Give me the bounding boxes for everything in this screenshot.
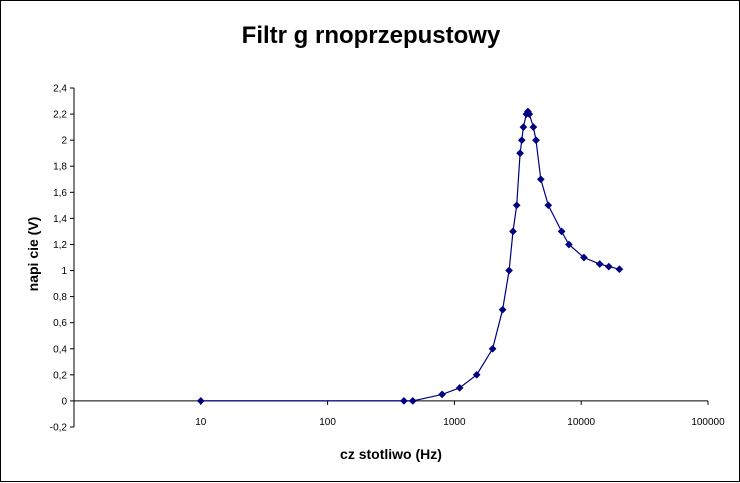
- data-point: [498, 305, 507, 314]
- y-axis-title: napi cie (V): [25, 217, 41, 292]
- data-point: [557, 227, 566, 236]
- y-tick-label: 0: [61, 396, 67, 407]
- data-point: [438, 390, 447, 399]
- y-tick-label: 1,4: [53, 214, 67, 225]
- data-point: [488, 344, 497, 353]
- data-point: [604, 262, 613, 271]
- y-tick-label: -0,2: [50, 423, 68, 434]
- data-point: [529, 123, 538, 132]
- y-tick-label: 0,2: [53, 370, 67, 381]
- series-line: [200, 110, 620, 402]
- y-tick-label: 2: [61, 136, 67, 147]
- data-point: [399, 396, 408, 405]
- y-tick-label: 2,4: [53, 84, 67, 95]
- y-tick-label: 0,4: [53, 344, 67, 355]
- data-point: [512, 201, 521, 210]
- chart-title: Filtr g rnoprzepustowy: [242, 22, 501, 49]
- data-point: [408, 396, 417, 405]
- data-point: [519, 123, 528, 132]
- y-tick-label: 1,8: [53, 162, 67, 173]
- data-point: [532, 136, 540, 145]
- x-tick-label: 100: [319, 417, 336, 428]
- y-tick-label: 0,8: [53, 292, 67, 303]
- data-point: [516, 149, 525, 158]
- y-tick-label: 1,6: [53, 188, 67, 199]
- data-point: [472, 370, 481, 379]
- x-axis-title: cz stotliwo (Hz): [340, 446, 442, 462]
- data-point: [564, 240, 573, 249]
- data-point: [455, 383, 464, 392]
- data-point: [595, 260, 604, 268]
- data-point: [517, 136, 526, 145]
- axes: [70, 87, 709, 428]
- data-point: [505, 266, 514, 275]
- data-point: [544, 201, 553, 210]
- y-tick-label: 0,6: [53, 318, 67, 329]
- data-point: [579, 253, 588, 262]
- x-tick-label: 100000: [691, 417, 725, 428]
- tick-labels: -0,2 0 0,2 0,4 0,6 0,8 1 1,2 1,4 1,6 1,8 2 2,2 2,4 10 1…: [50, 84, 725, 434]
- data-point: [615, 265, 624, 274]
- x-tick-label: 10000: [567, 417, 595, 428]
- x-tick-label: 1000: [443, 417, 466, 428]
- y-tick-label: 1: [61, 266, 67, 277]
- x-tick-label: 10: [195, 417, 207, 428]
- data-point: [196, 396, 205, 405]
- data-point: [525, 110, 534, 119]
- data-point: [536, 175, 545, 184]
- y-tick-label: 1,2: [53, 240, 67, 251]
- series-1: [196, 107, 624, 405]
- y-tick-label: 2,2: [53, 110, 67, 121]
- data-point: [509, 227, 517, 236]
